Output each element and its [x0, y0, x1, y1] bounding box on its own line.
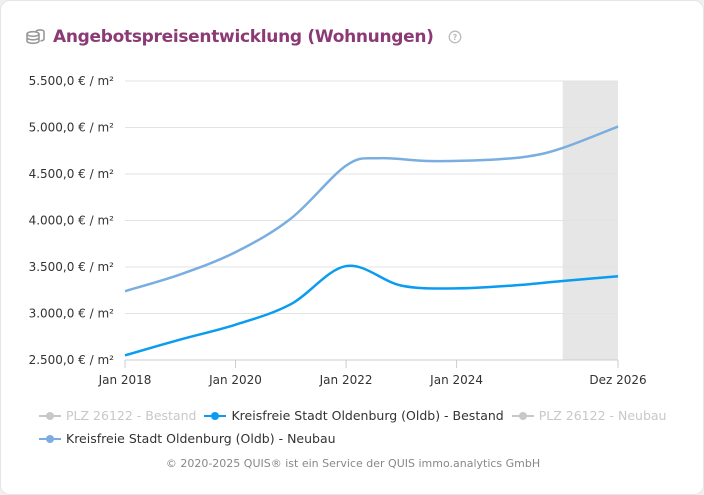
y-tick-label: 2.500,0 € / m² — [29, 353, 115, 367]
series-line-3 — [124, 125, 619, 293]
legend-label: PLZ 26122 - Neubau — [538, 408, 667, 423]
legend-marker-icon — [39, 412, 61, 420]
legend-marker-icon — [511, 412, 534, 420]
x-tick-label: Jan 2018 — [98, 373, 152, 387]
y-tick-label: 5.000,0 € / m² — [29, 121, 115, 135]
svg-text:?: ? — [452, 33, 457, 42]
y-tick-label: 3.500,0 € / m² — [29, 260, 115, 274]
legend: PLZ 26122 - Bestand Kreisfreie Stadt Olde… — [39, 405, 679, 451]
legend-item[interactable]: Kreisfreie Stadt Oldenburg (Oldb) - Best… — [204, 405, 504, 427]
y-tick-label: 4.000,0 € / m² — [29, 214, 115, 228]
x-tick-label: Jan 2022 — [319, 373, 373, 387]
question-circle-icon[interactable]: ? — [448, 30, 462, 44]
legend-marker-icon — [204, 412, 227, 420]
coins-icon — [26, 29, 45, 45]
legend-label: PLZ 26122 - Bestand — [66, 408, 197, 423]
x-tick-label: Jan 2020 — [208, 373, 262, 387]
legend-label: Kreisfreie Stadt Oldenburg (Oldb) - Neub… — [66, 431, 336, 446]
y-tick-label: 4.500,0 € / m² — [29, 167, 115, 181]
legend-item[interactable]: PLZ 26122 - Bestand — [39, 405, 196, 427]
y-tick-label: 3.000,0 € / m² — [29, 307, 115, 321]
x-tick-label: Dez 2026 — [589, 373, 646, 387]
chart-header: Angebotspreisentwicklung (Wohnungen) ? — [25, 27, 462, 47]
chart-title: Angebotspreisentwicklung (Wohnungen) — [53, 27, 434, 47]
line-chart: 2.500,0 € / m² 3.000,0 € / m² 3.500,0 € / … — [29, 74, 647, 387]
legend-label: Kreisfreie Stadt Oldenburg (Oldb) - Best… — [231, 408, 504, 423]
legend-marker-icon — [39, 435, 61, 443]
series-line-1 — [124, 264, 619, 357]
x-tick-label: Jan 2024 — [429, 373, 483, 387]
copyright: © 2020-2025 QUIS® ist ein Service der QU… — [165, 457, 541, 470]
y-tick-label: 5.500,0 € / m² — [29, 74, 115, 88]
legend-item[interactable]: PLZ 26122 - Neubau — [511, 405, 667, 427]
legend-item[interactable]: Kreisfreie Stadt Oldenburg (Oldb) - Neub… — [39, 428, 336, 450]
